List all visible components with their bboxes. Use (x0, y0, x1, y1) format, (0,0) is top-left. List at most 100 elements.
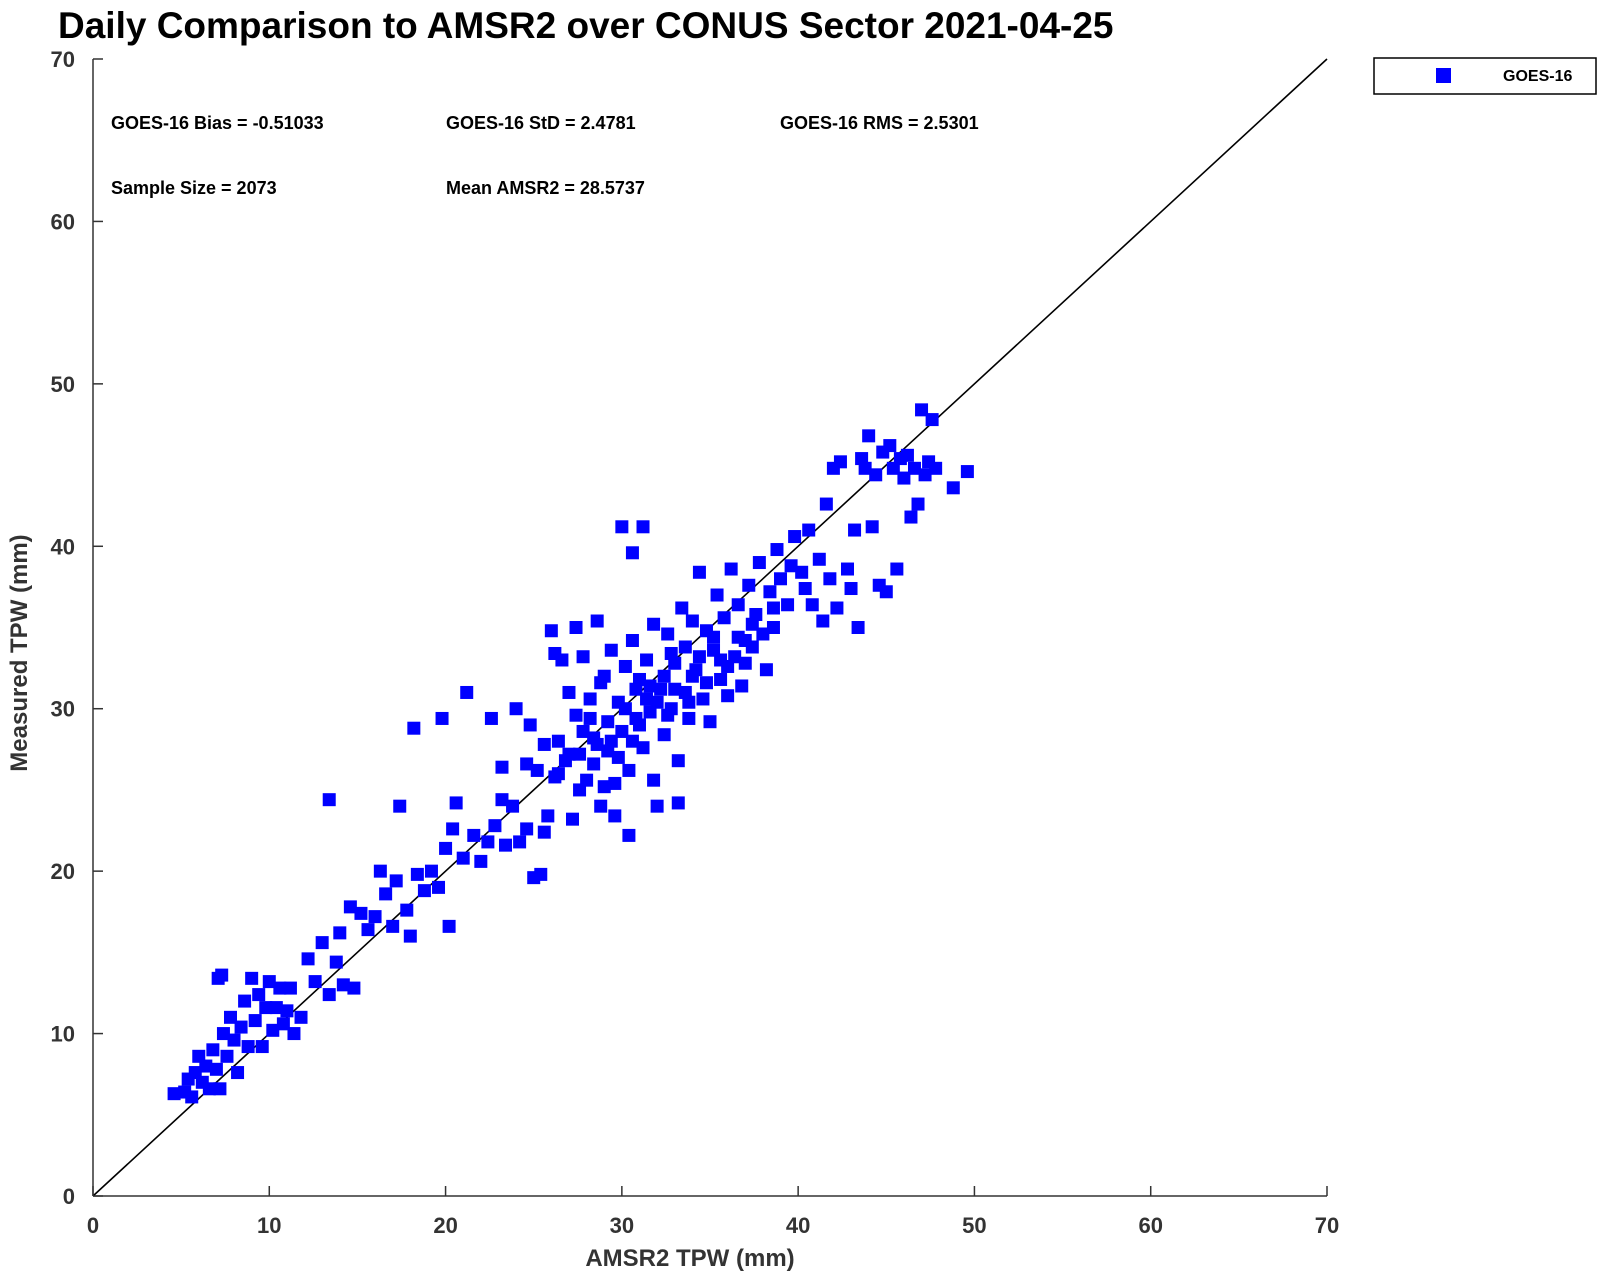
data-point (215, 968, 229, 982)
legend-label: GOES-16 (1503, 68, 1572, 85)
data-point (745, 617, 759, 631)
data-point (245, 971, 259, 985)
data-point (703, 715, 717, 729)
data-point (544, 624, 558, 638)
data-point (795, 565, 809, 579)
data-point (590, 737, 604, 751)
data-point (692, 565, 706, 579)
data-point (608, 809, 622, 823)
data-point (671, 754, 685, 768)
data-point (569, 621, 583, 634)
data-point (636, 520, 650, 534)
data-point (625, 546, 639, 560)
data-point (322, 988, 336, 1002)
data-point (608, 776, 622, 790)
data-point (287, 1027, 301, 1041)
data-point (389, 874, 403, 888)
data-point (368, 910, 382, 924)
data-point (407, 721, 421, 735)
y-tick-label: 30 (51, 697, 75, 722)
data-point (862, 429, 876, 443)
data-point (745, 640, 759, 654)
data-point (763, 585, 777, 599)
data-point (410, 867, 424, 881)
y-tick-label: 40 (51, 534, 75, 559)
data-point (890, 562, 904, 576)
data-point (379, 887, 393, 901)
data-point (918, 468, 932, 482)
data-point (661, 627, 675, 641)
data-point (266, 1023, 280, 1037)
bias-annotation: GOES-16 Bias = -0.51033 (111, 113, 324, 133)
data-point (657, 669, 671, 683)
axis-ticks: 0 10 20 30 40 50 60 70 0 10 20 30 40 50 60 70 (51, 47, 1340, 1238)
data-point (523, 718, 537, 732)
data-point (640, 692, 654, 706)
legend-box (1373, 57, 1597, 95)
data-point (798, 582, 812, 596)
data-point (731, 598, 745, 612)
data-point (460, 685, 474, 699)
data-point (562, 685, 576, 699)
data-point (280, 1004, 294, 1018)
data-point (604, 643, 618, 657)
data-point (562, 747, 576, 761)
data-point (731, 630, 745, 644)
data-point (386, 919, 400, 933)
data-point (576, 724, 590, 738)
data-point (206, 1043, 220, 1057)
data-point (904, 510, 918, 524)
x-tick-label: 60 (1138, 1213, 1162, 1238)
data-point (590, 614, 604, 628)
data-point (629, 682, 643, 696)
data-point (685, 669, 699, 683)
data-point (565, 812, 579, 826)
data-point (520, 822, 534, 836)
data-point (199, 1059, 213, 1073)
data-point (647, 773, 661, 787)
data-point (347, 981, 361, 995)
data-point (301, 952, 315, 966)
data-point (802, 523, 816, 537)
data-point (322, 793, 336, 807)
data-point (650, 695, 664, 709)
data-point (721, 689, 735, 703)
data-point (816, 614, 830, 628)
data-point (766, 621, 780, 634)
data-point (671, 796, 685, 810)
data-point (224, 1010, 238, 1024)
data-point (682, 711, 696, 725)
data-point (759, 663, 773, 677)
data-point (858, 461, 872, 475)
y-tick-label: 70 (51, 47, 75, 72)
data-point (897, 471, 911, 485)
data-point (714, 672, 728, 686)
rms-annotation: GOES-16 RMS = 2.5301 (780, 113, 979, 133)
chart-title: Daily Comparison to AMSR2 over CONUS Sec… (58, 5, 1114, 46)
data-point (915, 403, 929, 417)
data-point (594, 799, 608, 813)
x-tick-label: 0 (87, 1213, 99, 1238)
data-point (336, 978, 350, 992)
std-annotation: GOES-16 StD = 2.4781 (446, 113, 636, 133)
data-point (682, 695, 696, 709)
data-point (597, 780, 611, 794)
data-point (255, 1040, 269, 1054)
data-point (573, 747, 587, 761)
y-tick-label: 60 (51, 209, 75, 234)
x-tick-label: 10 (257, 1213, 281, 1238)
data-point (766, 601, 780, 615)
data-point (594, 676, 608, 690)
data-point (442, 919, 456, 933)
data-point (675, 601, 689, 615)
data-point (696, 692, 710, 706)
y-tick-label: 0 (63, 1184, 75, 1209)
data-point (752, 556, 766, 570)
data-point (241, 1040, 255, 1054)
data-point (735, 679, 749, 693)
data-point (537, 737, 551, 751)
data-point (354, 906, 368, 920)
data-point (699, 676, 713, 690)
data-point (541, 809, 555, 823)
data-point (393, 799, 407, 813)
